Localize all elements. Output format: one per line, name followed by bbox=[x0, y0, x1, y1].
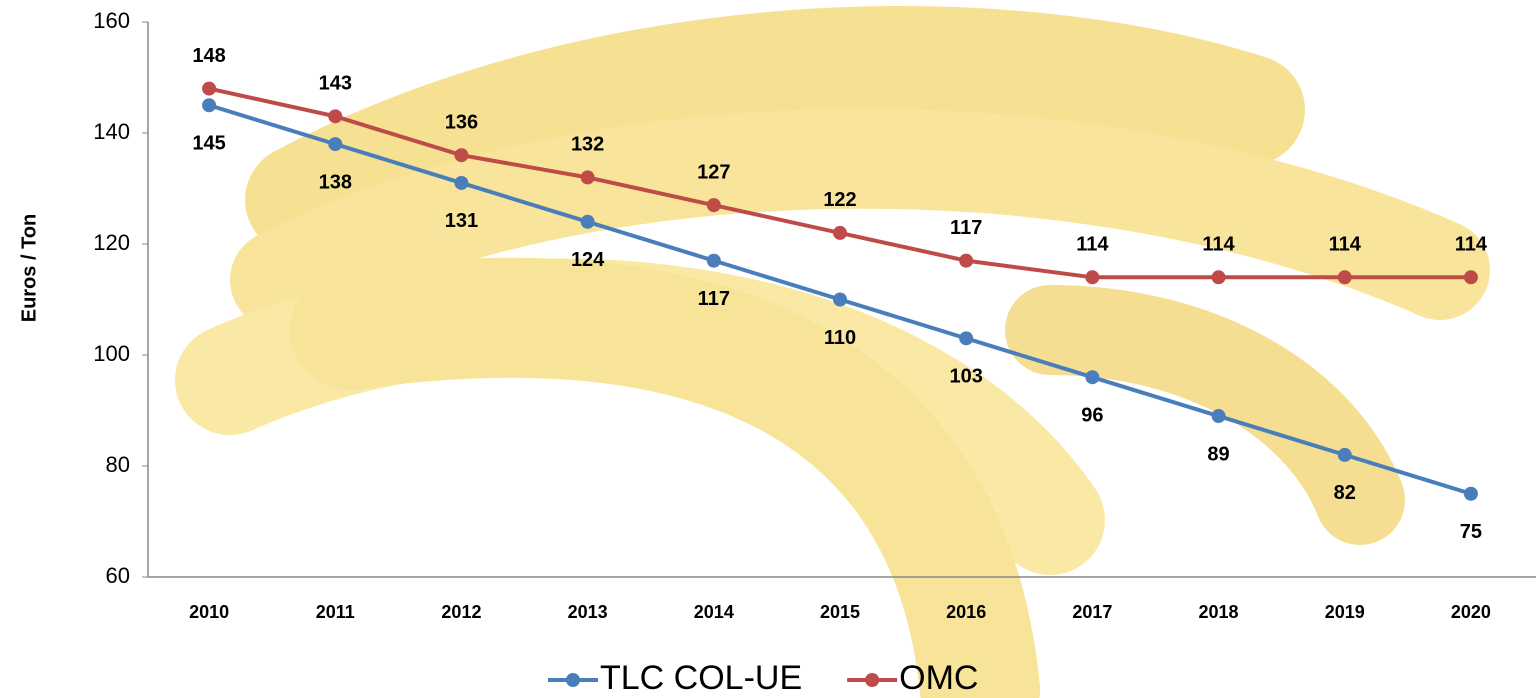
data-label: 114 bbox=[1202, 234, 1235, 256]
data-point bbox=[580, 170, 595, 185]
data-point bbox=[454, 175, 469, 190]
data-label: 117 bbox=[698, 288, 730, 310]
legend-marker bbox=[566, 673, 580, 687]
data-label: 145 bbox=[192, 133, 225, 155]
data-point bbox=[1211, 270, 1226, 285]
x-tick-label: 2014 bbox=[694, 602, 734, 622]
data-point bbox=[202, 98, 217, 113]
x-tick-label: 2019 bbox=[1325, 602, 1365, 622]
data-label: 82 bbox=[1334, 482, 1356, 504]
data-label: 122 bbox=[823, 189, 856, 211]
data-label: 124 bbox=[571, 249, 605, 271]
data-point bbox=[1337, 447, 1352, 462]
x-tick-label: 2020 bbox=[1451, 602, 1491, 622]
data-label: 138 bbox=[319, 171, 352, 193]
data-point bbox=[1211, 409, 1226, 424]
data-point bbox=[1463, 270, 1478, 285]
data-label: 143 bbox=[319, 73, 352, 95]
data-label: 148 bbox=[192, 45, 225, 67]
data-point bbox=[833, 292, 847, 307]
data-label: 96 bbox=[1081, 404, 1103, 426]
y-tick-label: 80 bbox=[106, 452, 130, 477]
data-point bbox=[454, 148, 469, 163]
y-axis-title: Euros / Ton bbox=[18, 214, 40, 323]
data-point bbox=[706, 198, 721, 213]
banana bbox=[230, 108, 1490, 330]
data-point bbox=[959, 253, 974, 268]
data-point bbox=[1337, 270, 1352, 285]
data-point bbox=[706, 253, 721, 268]
data-label: 75 bbox=[1460, 521, 1482, 543]
banana bbox=[245, 6, 1305, 255]
data-label: 103 bbox=[949, 366, 982, 388]
x-tick-label: 2012 bbox=[441, 602, 481, 622]
data-label: 127 bbox=[697, 161, 730, 183]
data-point bbox=[1085, 370, 1100, 385]
data-point bbox=[1085, 270, 1100, 285]
data-label: 131 bbox=[445, 210, 478, 232]
y-tick-label: 160 bbox=[93, 8, 130, 33]
x-tick-label: 2011 bbox=[316, 602, 355, 622]
banana bbox=[1005, 285, 1405, 545]
data-label: 114 bbox=[1076, 234, 1109, 256]
data-label: 114 bbox=[1329, 234, 1362, 256]
y-tick-label: 120 bbox=[93, 230, 130, 255]
legend-label: TLC COL-UE bbox=[600, 659, 802, 697]
data-point bbox=[328, 109, 343, 124]
data-label: 89 bbox=[1207, 443, 1229, 465]
x-tick-label: 2017 bbox=[1072, 602, 1112, 622]
y-tick-label: 100 bbox=[93, 341, 130, 366]
legend-marker bbox=[865, 673, 880, 687]
banana bbox=[290, 257, 1040, 698]
data-point bbox=[833, 225, 847, 240]
legend-label: OMC bbox=[899, 659, 978, 697]
data-point bbox=[580, 214, 595, 229]
x-tick-label: 2018 bbox=[1199, 602, 1239, 622]
x-tick-label: 2016 bbox=[946, 602, 986, 622]
y-tick-label: 140 bbox=[93, 119, 130, 144]
data-point bbox=[328, 137, 343, 152]
data-label: 110 bbox=[824, 327, 856, 349]
data-label: 136 bbox=[445, 111, 478, 133]
y-tick-label: 60 bbox=[106, 563, 130, 588]
data-label: 114 bbox=[1455, 234, 1488, 256]
data-label: 117 bbox=[950, 217, 982, 239]
x-tick-label: 2010 bbox=[189, 602, 229, 622]
data-point bbox=[202, 81, 217, 96]
data-point bbox=[959, 331, 974, 346]
background-bananas bbox=[175, 6, 1490, 698]
data-point bbox=[1463, 486, 1478, 501]
data-label: 132 bbox=[571, 134, 604, 156]
x-tick-label: 2015 bbox=[820, 602, 860, 622]
x-tick-label: 2013 bbox=[568, 602, 608, 622]
